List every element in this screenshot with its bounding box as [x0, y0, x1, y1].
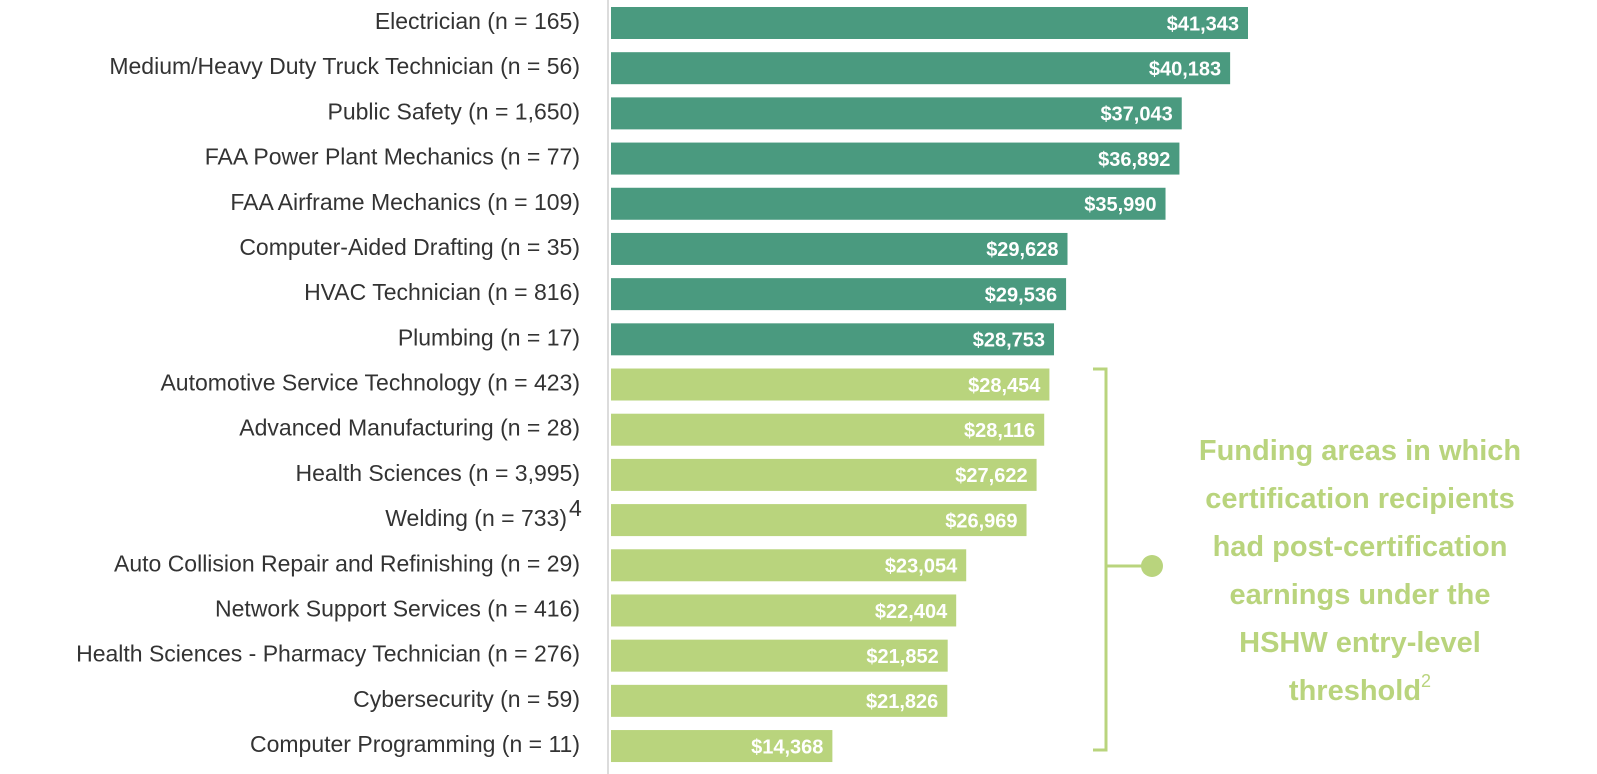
value-label: $27,622	[955, 465, 1027, 487]
category-label: Auto Collision Repair and Refinishing (n…	[114, 550, 580, 576]
category-text: Health Sciences (n = 3,995)	[296, 460, 580, 486]
category-text: Medium/Heavy Duty Truck Technician (n = …	[109, 53, 580, 79]
bar	[611, 549, 967, 582]
annotation-line: earnings under the	[1229, 579, 1490, 611]
category-label: FAA Airframe Mechanics (n = 109)	[230, 189, 580, 215]
bar	[611, 594, 957, 627]
value-label: $26,969	[945, 510, 1017, 532]
bar	[611, 142, 1180, 175]
value-label: $28,454	[968, 375, 1041, 397]
category-text: HVAC Technician (n = 816)	[304, 279, 580, 305]
bar	[611, 7, 1248, 39]
value-label: $41,343	[1167, 13, 1239, 35]
category-label: Computer Programming (n = 11)	[250, 731, 580, 757]
category-text: Health Sciences - Pharmacy Technician (n…	[76, 641, 580, 667]
annotation: certification recipients	[1205, 483, 1514, 515]
bar	[611, 730, 833, 763]
category-text: Public Safety (n = 1,650)	[327, 98, 580, 124]
category-text: Network Support Services (n = 416)	[215, 596, 580, 622]
value-label: $29,628	[986, 239, 1058, 261]
category-label: Medium/Heavy Duty Truck Technician (n = …	[109, 53, 580, 79]
bracket	[1093, 367, 1150, 752]
annotation: HSHW entry-level	[1239, 627, 1481, 659]
category-label: Health Sciences - Pharmacy Technician (n…	[76, 641, 580, 667]
category-text: Plumbing (n = 17)	[398, 324, 580, 350]
value-label: $21,852	[866, 646, 938, 668]
annotation-line: HSHW entry-level	[1239, 627, 1481, 659]
bar	[611, 52, 1231, 85]
category-label: Automotive Service Technology (n = 423)	[160, 370, 580, 396]
value-label: $40,183	[1149, 58, 1221, 80]
bar	[611, 97, 1182, 130]
category-label: FAA Power Plant Mechanics (n = 77)	[205, 144, 580, 170]
category-label: Computer-Aided Drafting (n = 35)	[239, 234, 580, 260]
annotation-superscript: 2	[1421, 671, 1431, 691]
category-text: Auto Collision Repair and Refinishing (n…	[114, 550, 580, 576]
value-label: $28,116	[964, 420, 1035, 442]
bar	[611, 684, 948, 717]
bracket-dot	[1141, 555, 1163, 577]
value-label: $23,054	[885, 556, 958, 578]
category-label: Advanced Manufacturing (n = 28)	[239, 415, 580, 441]
value-label: $29,536	[985, 284, 1057, 306]
bar	[611, 504, 1027, 537]
category-text: Advanced Manufacturing (n = 28)	[239, 415, 580, 441]
annotation-line: threshold	[1289, 675, 1421, 707]
category-label: Public Safety (n = 1,650)	[327, 98, 580, 124]
bar	[611, 323, 1055, 356]
value-label: $35,990	[1084, 194, 1156, 216]
category-text: FAA Power Plant Mechanics (n = 77)	[205, 144, 580, 170]
category-label: Cybersecurity (n = 59)	[353, 686, 580, 712]
bar	[611, 278, 1067, 311]
category-label: Welding (n = 733)	[385, 505, 567, 531]
category-text: Welding (n = 733)	[385, 505, 567, 531]
value-label: $28,753	[973, 330, 1045, 352]
category-text: Cybersecurity (n = 59)	[353, 686, 580, 712]
bracket-line	[1093, 367, 1108, 752]
bar	[611, 232, 1068, 265]
bar	[611, 458, 1037, 491]
annotation: had post-certification	[1213, 531, 1508, 563]
bar	[611, 639, 948, 672]
annotation: threshold2	[1289, 671, 1431, 707]
category-text: FAA Airframe Mechanics (n = 109)	[230, 189, 580, 215]
bar	[611, 187, 1166, 220]
bar	[611, 368, 1050, 401]
value-label: $14,368	[751, 736, 823, 758]
category-superscript: 4	[569, 495, 582, 521]
annotation-line: had post-certification	[1213, 531, 1508, 563]
annotation-line: Funding areas in which	[1199, 435, 1521, 467]
category-text: Computer-Aided Drafting (n = 35)	[239, 234, 580, 260]
value-label: $22,404	[875, 601, 948, 623]
category-text: Automotive Service Technology (n = 423)	[160, 370, 580, 396]
category-label: Plumbing (n = 17)	[398, 324, 580, 350]
category-label: HVAC Technician (n = 816)	[304, 279, 580, 305]
category-text: Computer Programming (n = 11)	[250, 731, 580, 757]
category-text: Electrician (n = 165)	[375, 8, 580, 34]
annotation: Funding areas in which	[1199, 435, 1521, 467]
category-label: Health Sciences (n = 3,995)	[296, 460, 580, 486]
bar	[611, 413, 1045, 446]
value-label: $36,892	[1098, 149, 1170, 171]
annotation: earnings under the	[1229, 579, 1490, 611]
value-label: $37,043	[1100, 104, 1172, 126]
value-label: $21,826	[866, 691, 938, 713]
annotation-line: certification recipients	[1205, 483, 1514, 515]
category-label: Electrician (n = 165)	[375, 8, 580, 34]
category-label: Network Support Services (n = 416)	[215, 596, 580, 622]
